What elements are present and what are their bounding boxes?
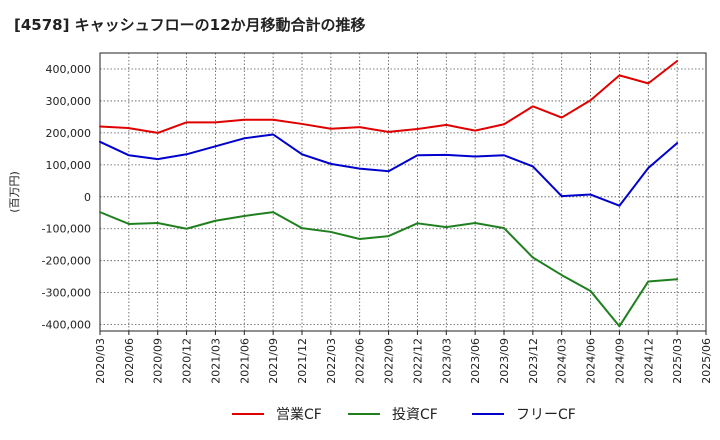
x-tick-label: 2024/03 xyxy=(556,338,569,384)
x-tick-label: 2020/12 xyxy=(181,338,194,384)
x-tick-label: 2022/03 xyxy=(325,338,338,384)
legend-label-1: 営業CF xyxy=(276,407,322,423)
x-tick-label: 2025/06 xyxy=(700,338,713,384)
x-tick-label: 2021/12 xyxy=(296,338,309,384)
y-tick-label: 400,000 xyxy=(46,63,92,76)
x-tick-label: 2022/06 xyxy=(354,338,367,384)
x-tick-label: 2025/03 xyxy=(671,338,684,384)
series-line-1 xyxy=(99,59,679,134)
x-tick-label: 2023/06 xyxy=(469,338,482,384)
y-tick-label: 0 xyxy=(84,191,91,204)
plot-border xyxy=(99,52,707,332)
chart-title: [4578] キャッシュフローの12か月移動合計の推移 xyxy=(14,16,366,34)
x-tick-label: 2023/09 xyxy=(498,338,511,384)
x-tick-label: 2020/09 xyxy=(152,338,165,384)
x-tick-label: 2024/06 xyxy=(585,338,598,384)
y-tick-label: 100,000 xyxy=(46,159,92,172)
series-line-2 xyxy=(99,211,679,328)
x-tick-label: 2021/09 xyxy=(267,338,280,384)
x-tick-label: 2024/09 xyxy=(613,338,626,384)
x-tick-label: 2020/06 xyxy=(123,338,136,384)
x-tick-label: 2021/06 xyxy=(238,338,251,384)
series-line-3 xyxy=(99,133,679,207)
legend-label-2: 投資CF xyxy=(392,407,438,423)
y-tick-label: 200,000 xyxy=(46,127,92,140)
y-tick-label: -100,000 xyxy=(42,223,91,236)
x-tick-label: 2020/03 xyxy=(94,338,107,384)
legend-label-3: フリーCF xyxy=(516,407,576,423)
x-tick-label: 2023/03 xyxy=(440,338,453,384)
x-tick-label: 2021/03 xyxy=(209,338,222,384)
x-tick-label: 2022/09 xyxy=(383,338,396,384)
y-tick-label: -400,000 xyxy=(42,319,91,332)
y-tick-label: -200,000 xyxy=(42,255,91,268)
y-axis-label: (百万円) xyxy=(8,171,21,213)
x-tick-label: 2022/12 xyxy=(411,338,424,384)
plot-area xyxy=(100,53,706,331)
y-tick-label: 300,000 xyxy=(46,95,92,108)
x-tick-label: 2023/12 xyxy=(527,338,540,384)
x-tick-label: 2024/12 xyxy=(642,338,655,384)
y-tick-label: -300,000 xyxy=(42,287,91,300)
